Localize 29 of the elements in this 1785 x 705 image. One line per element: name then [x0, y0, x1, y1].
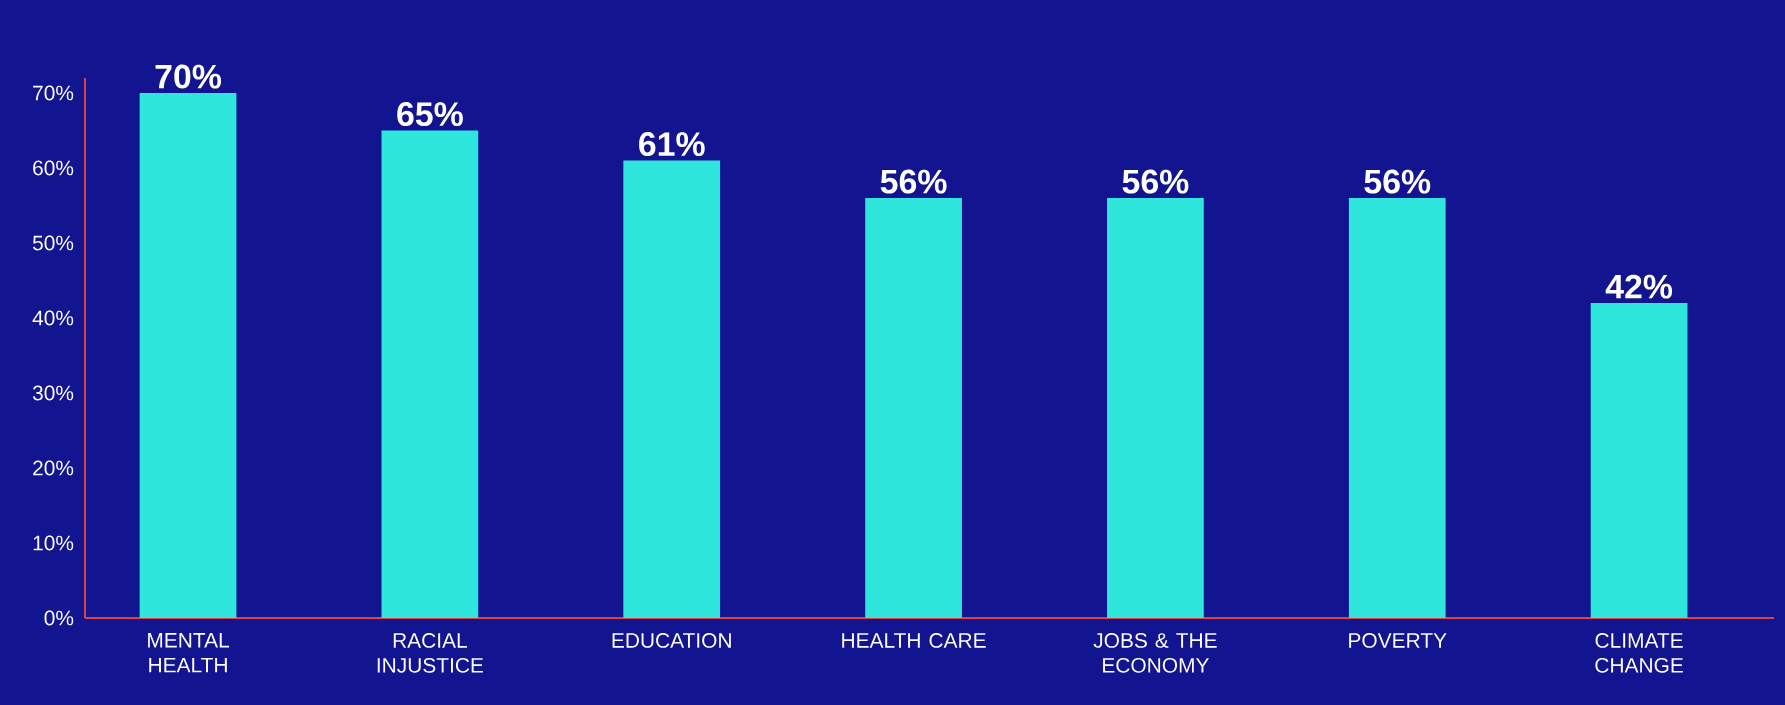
y-tick-label: 30% — [32, 385, 74, 401]
data-label: 56% — [1364, 169, 1431, 194]
bar — [381, 130, 479, 618]
data-label: 56% — [1122, 169, 1189, 194]
data-label: 61% — [639, 132, 705, 157]
y-tick-label: 70% — [33, 85, 74, 101]
y-tick-label: 60% — [33, 160, 74, 176]
x-tick-label: HEALTH CARE — [842, 633, 986, 648]
bar — [1590, 303, 1688, 618]
y-tick-label: 20% — [33, 460, 74, 476]
data-label: 42% — [1605, 274, 1673, 299]
x-tick-label: JOBS & THE ECONOMY — [1093, 633, 1217, 673]
x-tick-label: RACIAL INJUSTICE — [377, 633, 483, 673]
data-label: 70% — [155, 64, 222, 89]
bar — [865, 198, 962, 618]
x-tick-label: POVERTY — [1349, 633, 1447, 648]
x-tick-label: CLIMATE CHANGE — [1595, 633, 1683, 673]
data-label: 65% — [397, 102, 463, 127]
bar — [623, 160, 721, 618]
data-label: 56% — [880, 169, 947, 194]
y-tick-label: 10% — [33, 535, 74, 551]
y-tick-label: 40% — [32, 310, 74, 326]
bar — [139, 93, 237, 618]
bar — [1107, 198, 1204, 618]
bar — [1348, 198, 1446, 618]
y-tick-label: 50% — [32, 235, 74, 251]
x-tick-label: EDUCATION — [612, 633, 731, 648]
x-tick-label: MENTAL HEALTH — [148, 633, 229, 673]
y-tick-label: 0% — [44, 610, 74, 626]
